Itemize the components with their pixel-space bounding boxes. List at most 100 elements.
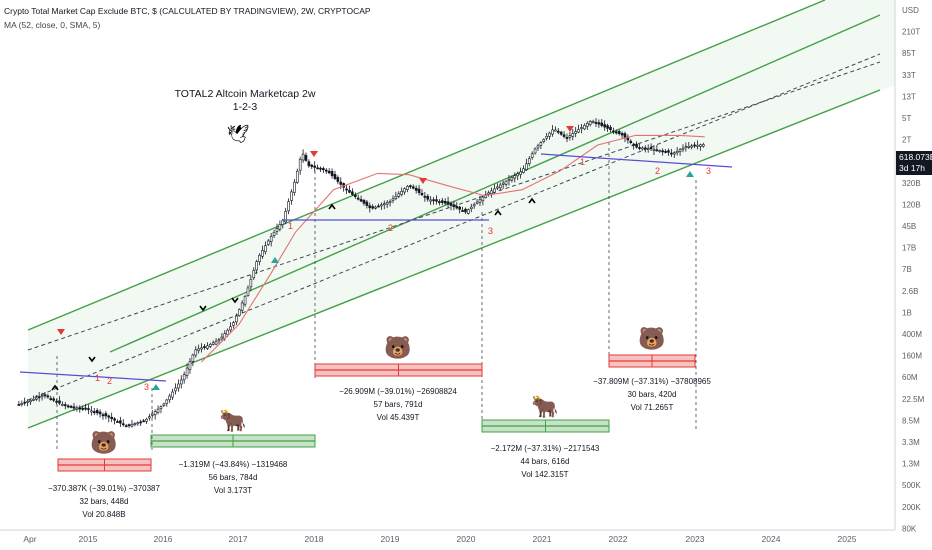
measure-text-line: Vol 142.315T xyxy=(521,470,568,479)
candle-body xyxy=(136,422,140,425)
measure-text-line: 56 bars, 784d xyxy=(209,473,258,482)
buy-marker xyxy=(686,171,694,177)
candle-body xyxy=(156,408,160,413)
candle-body xyxy=(153,411,157,416)
candle-body xyxy=(527,158,531,164)
candle-body xyxy=(336,177,340,182)
candle-body xyxy=(655,149,659,152)
candle-body xyxy=(623,133,627,138)
candle-body xyxy=(171,391,174,398)
candle-body xyxy=(522,168,525,173)
candle-body xyxy=(481,196,485,202)
pattern-label: 3 xyxy=(706,166,711,176)
candle-body xyxy=(699,144,702,147)
candle-body xyxy=(345,188,348,191)
candle-body xyxy=(121,423,125,426)
candle-body xyxy=(449,203,453,206)
candle-body xyxy=(104,413,108,417)
candle-body xyxy=(649,147,653,150)
candle-body xyxy=(66,405,70,408)
candle-body xyxy=(191,354,195,362)
ma-line xyxy=(200,134,705,363)
candle-body xyxy=(612,130,615,133)
candle-body xyxy=(600,122,604,126)
price-axis-label: 160M xyxy=(902,352,922,361)
candle-body xyxy=(307,161,311,167)
caret-marker xyxy=(328,203,336,210)
candle-body xyxy=(200,347,203,350)
sell-marker xyxy=(57,329,65,335)
candle-body xyxy=(330,171,334,177)
measure-text-line: 32 bars, 448d xyxy=(80,497,129,506)
candle-body xyxy=(435,199,438,202)
candle-body xyxy=(403,188,406,193)
candle-body xyxy=(661,150,664,153)
measure-text-line: −37.809M (−37.31%) −37808965 xyxy=(593,377,711,386)
candle-body xyxy=(43,394,47,397)
v-marker xyxy=(199,305,207,312)
candle-body xyxy=(174,387,177,392)
candle-body xyxy=(388,201,392,203)
candle-body xyxy=(504,180,508,185)
candle-body xyxy=(371,206,374,209)
price-axis-label: 400M xyxy=(902,330,922,339)
candle-body xyxy=(110,416,113,420)
candle-body xyxy=(46,395,50,398)
candle-body xyxy=(252,270,256,279)
candle-body xyxy=(206,345,209,349)
candle-body xyxy=(554,129,557,132)
annotation-subtitle: 1-2-3 xyxy=(232,101,258,113)
candle-body xyxy=(646,148,650,151)
candle-body xyxy=(92,411,96,414)
price-axis-label: 17B xyxy=(902,244,916,253)
candle-body xyxy=(23,401,26,404)
candle-body xyxy=(58,400,61,404)
candle-body xyxy=(194,349,198,356)
pattern-label: 3 xyxy=(488,226,493,236)
candle-body xyxy=(670,152,673,155)
candle-body xyxy=(69,405,73,408)
candle-body xyxy=(432,199,435,202)
candle-body xyxy=(438,201,441,204)
candle-body xyxy=(316,167,319,170)
candle-body xyxy=(179,379,183,385)
candle-body xyxy=(261,250,264,257)
price-axis-label: 210T xyxy=(902,28,920,37)
bear-icon: 🐻 xyxy=(384,334,411,361)
candle-body xyxy=(113,418,116,421)
dove-icon: 🕊 xyxy=(227,124,250,145)
candle-body xyxy=(148,416,151,419)
candle-body xyxy=(429,199,432,202)
candle-body xyxy=(693,144,696,147)
time-axis-label: 2018 xyxy=(305,534,324,544)
candle-body xyxy=(516,173,519,177)
candle-body xyxy=(525,163,528,170)
candle-body xyxy=(496,186,499,189)
pattern-label: 2 xyxy=(388,223,393,233)
candle-body xyxy=(440,200,444,203)
candle-body xyxy=(597,122,601,125)
candle-body xyxy=(617,130,621,135)
candle-body xyxy=(545,135,548,139)
candle-body xyxy=(397,193,401,197)
price-axis-label: 8.5M xyxy=(902,416,920,425)
candle-body xyxy=(513,175,517,179)
candle-body xyxy=(585,123,589,127)
candle-body xyxy=(417,188,421,193)
candle-body xyxy=(385,202,389,205)
time-axis-label: 2017 xyxy=(229,534,248,544)
candle-body xyxy=(240,302,244,311)
candle-body xyxy=(130,423,134,427)
candle-body xyxy=(304,154,308,161)
candle-body xyxy=(301,153,305,161)
candle-body xyxy=(339,181,343,185)
candle-body xyxy=(380,204,383,207)
candle-body xyxy=(63,404,67,407)
candle-body xyxy=(574,131,577,134)
price-axis-label: 45B xyxy=(902,222,916,231)
measure-text-line: Vol 71.265T xyxy=(631,403,674,412)
candle-body xyxy=(377,205,380,208)
candle-body xyxy=(681,147,685,150)
candle-body xyxy=(313,165,316,168)
candle-body xyxy=(588,121,592,125)
